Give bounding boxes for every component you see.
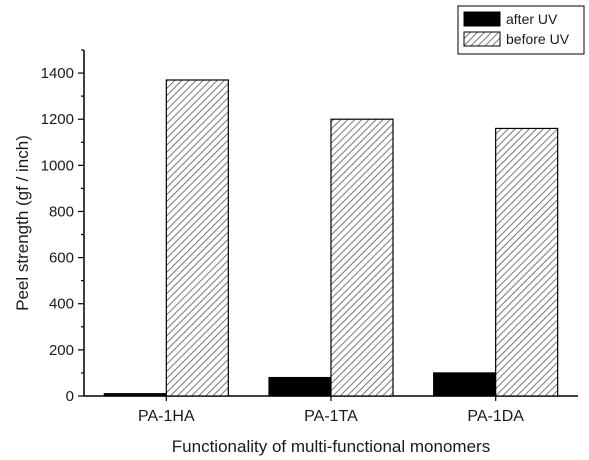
legend-label: after UV [506,11,558,27]
legend-label: before UV [506,31,570,47]
y-axis-title: Peel strength (gf / inch) [13,135,32,311]
bar-before-uv-pa-1da [495,127,559,397]
y-tick-label: 600 [49,250,74,267]
y-tick-label: 1400 [41,65,74,82]
x-tick-label: PA-1DA [467,408,524,425]
x-tick-label: PA-1HA [138,408,195,425]
legend-swatch-before-uv [463,31,501,47]
legend: after UV before UV [457,5,585,55]
bar-before-uv-pa-1ha [165,79,229,397]
bar-before-uv-pa-1ta [330,118,394,397]
bar-after-uv-pa-1ta [268,376,332,397]
bar-after-uv-pa-1ha [103,393,167,397]
y-tick-label: 1200 [41,111,74,128]
y-tick-label: 0 [66,388,74,405]
y-tick-label: 800 [49,203,74,220]
bar-after-uv-pa-1da [433,372,497,397]
y-tick-label: 200 [49,342,74,359]
x-axis-title: Functionality of multi-functional monome… [172,437,490,456]
x-axis-ticks: PA-1HA PA-1TA PA-1DA [138,396,524,425]
bar-series [103,79,559,397]
y-tick-label: 1000 [41,157,74,174]
y-axis-ticks: 0 200 400 600 800 1000 1200 1400 [41,49,84,405]
y-tick-label: 400 [49,296,74,313]
legend-swatch-after-uv [463,11,501,27]
x-tick-label: PA-1TA [304,408,358,425]
